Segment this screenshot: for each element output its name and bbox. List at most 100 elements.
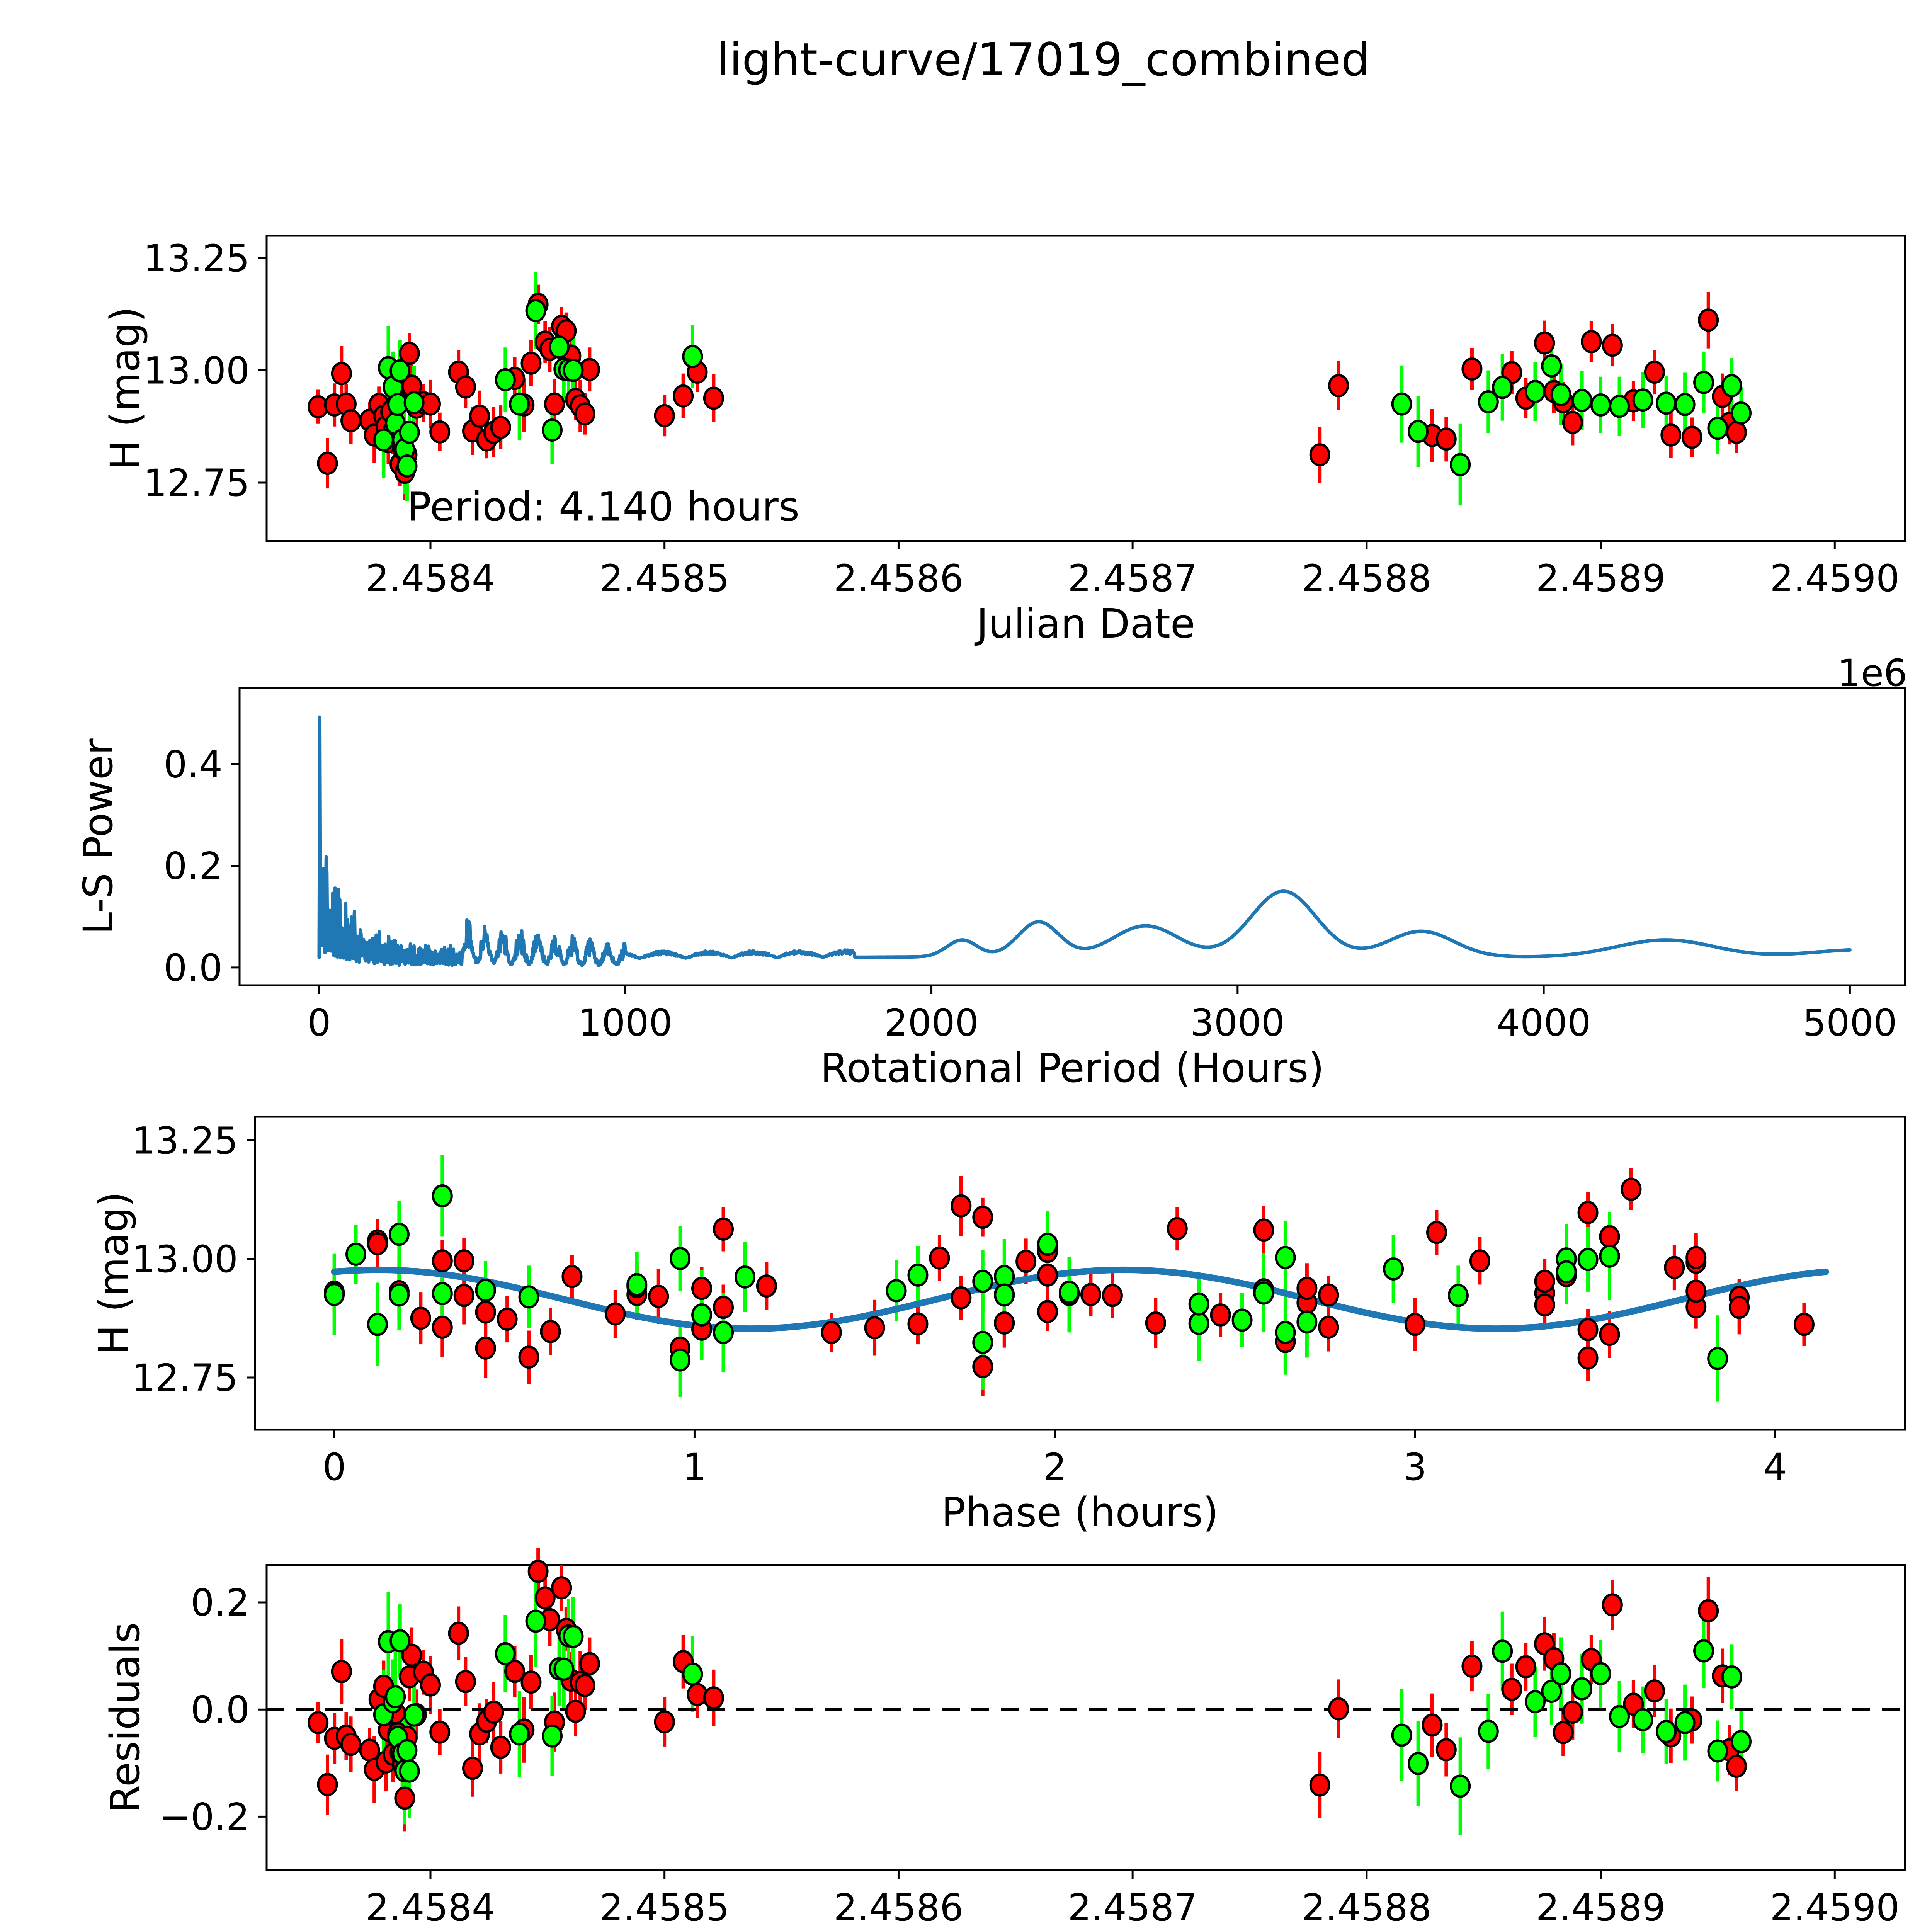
data-point-green xyxy=(1693,1639,1714,1663)
data-point-red xyxy=(574,402,595,426)
data-point-green xyxy=(1707,1347,1728,1370)
data-point-red xyxy=(1145,1311,1166,1335)
data-point-red xyxy=(1577,1318,1599,1342)
data-point-red xyxy=(1562,1701,1583,1724)
data-point-green xyxy=(541,418,563,442)
data-point-green xyxy=(1609,395,1630,418)
data-point-green xyxy=(734,1265,755,1289)
data-point-green xyxy=(670,1348,691,1372)
data-point-red xyxy=(340,409,362,432)
x-axis-label: Julian Date xyxy=(974,1929,1195,1932)
data-point-green xyxy=(389,1629,411,1653)
y-ticklabel: 0.2 xyxy=(163,845,223,888)
data-point-green xyxy=(399,1759,420,1783)
data-point-red xyxy=(1726,1755,1747,1778)
x-ticklabel: 2.4584 xyxy=(366,1886,495,1929)
x-ticklabel: 2.4588 xyxy=(1302,557,1432,600)
data-point-green xyxy=(432,1282,453,1305)
data-point-red xyxy=(399,342,420,365)
data-point-green xyxy=(1478,1719,1499,1743)
y-ticklabel: 12.75 xyxy=(132,1356,238,1400)
sinusoid-fit-curve xyxy=(331,1266,1829,1332)
data-point-green xyxy=(1571,389,1593,412)
data-point-red xyxy=(1602,333,1623,357)
data-point-red xyxy=(1534,1293,1555,1317)
data-point-red xyxy=(1698,308,1719,332)
data-point-red xyxy=(1318,1315,1339,1339)
x-ticklabel: 2 xyxy=(1043,1446,1066,1489)
data-point-green xyxy=(1275,1321,1296,1344)
data-point-red xyxy=(469,405,490,428)
data-point-red xyxy=(1660,423,1682,447)
data-point-green xyxy=(1296,1310,1318,1334)
data-point-red xyxy=(1515,1655,1536,1679)
data-point-green xyxy=(518,1285,539,1309)
data-point-green xyxy=(345,1242,367,1266)
data-point-green xyxy=(1059,1281,1080,1304)
x-ticklabel: 1 xyxy=(683,1446,706,1489)
data-point-green xyxy=(495,1642,516,1665)
data-point-red xyxy=(1577,1346,1599,1370)
data-point-red xyxy=(544,392,565,416)
data-point-red xyxy=(703,386,724,410)
data-point-red xyxy=(483,1701,504,1724)
data-point-red xyxy=(1469,1249,1490,1273)
data-point-green xyxy=(388,1283,410,1307)
data-point-green xyxy=(396,454,418,478)
data-point-red xyxy=(1599,1323,1620,1346)
data-point-green xyxy=(1707,1739,1728,1763)
data-point-green xyxy=(713,1321,734,1344)
data-point-red xyxy=(462,1757,483,1780)
data-point-red xyxy=(367,1232,388,1255)
data-point-green xyxy=(972,1331,993,1354)
data-point-green xyxy=(1731,1730,1752,1753)
data-point-red xyxy=(1562,411,1583,434)
panel-lightcurve: 2.4584 2.4585 2.4586 2.4587 2.4588 2.4589 2.45… xyxy=(102,235,1907,695)
data-point-green xyxy=(1656,1719,1677,1743)
data-point-red xyxy=(1080,1283,1101,1306)
data-point-red xyxy=(579,1652,600,1675)
data-point-red xyxy=(490,1735,511,1759)
data-point-green xyxy=(1408,1752,1429,1775)
data-point-green xyxy=(1450,453,1471,476)
data-point-red xyxy=(1685,1279,1707,1303)
data-point-red xyxy=(490,416,511,439)
x-axis-label: Rotational Period (Hours) xyxy=(820,1044,1324,1092)
data-point-green xyxy=(553,1657,575,1681)
x-ticklabel: 2.4589 xyxy=(1536,557,1666,600)
data-point-red xyxy=(648,1285,669,1308)
data-point-red xyxy=(1599,1225,1620,1248)
data-point-red xyxy=(432,1315,453,1339)
data-point-red xyxy=(951,1286,972,1310)
data-point-red xyxy=(1015,1250,1037,1273)
data-point-red xyxy=(1309,443,1330,466)
data-point-red xyxy=(455,1670,476,1693)
data-point-red xyxy=(420,1673,441,1697)
x-ticklabel: 2.4585 xyxy=(600,1886,730,1929)
data-point-green xyxy=(385,1685,406,1709)
data-point-green xyxy=(1674,1711,1696,1735)
data-point-red xyxy=(527,1560,549,1583)
data-point-green xyxy=(1391,392,1412,416)
data-point-red xyxy=(1793,1313,1815,1336)
data-point-red xyxy=(756,1274,777,1298)
data-point-red xyxy=(691,1277,713,1300)
data-point-red xyxy=(331,362,352,385)
data-point-red xyxy=(561,1265,583,1288)
panel-frame xyxy=(265,1564,1906,1871)
periodogram-line xyxy=(317,715,1852,967)
data-point-red xyxy=(331,1660,352,1683)
data-point-red xyxy=(1328,374,1349,398)
data-point-green xyxy=(1590,1662,1611,1685)
panel-periodogram: 0 1000 2000 3000 4000 5000 0.0 0.2 0.4 L-S Power R… xyxy=(75,687,1906,1092)
x-ticklabel: 2000 xyxy=(884,1001,978,1044)
data-point-green xyxy=(1656,391,1677,415)
data-point-green xyxy=(1524,1690,1546,1713)
data-point-red xyxy=(1602,1593,1623,1617)
data-point-red xyxy=(1644,1679,1665,1703)
data-point-green xyxy=(525,1609,546,1633)
x-ticklabel: 2.4584 xyxy=(366,557,495,600)
data-point-green xyxy=(1524,380,1546,403)
data-point-red xyxy=(565,1699,586,1723)
x-ticklabel: 3000 xyxy=(1190,1001,1285,1044)
